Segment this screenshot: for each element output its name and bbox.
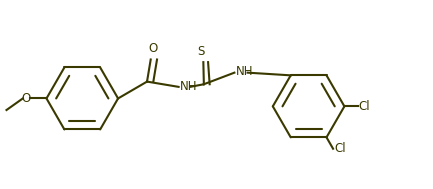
Text: O: O	[149, 42, 158, 55]
Text: S: S	[197, 45, 205, 58]
Text: Cl: Cl	[334, 142, 346, 155]
Text: Cl: Cl	[359, 100, 370, 113]
Text: NH: NH	[180, 80, 197, 93]
Text: O: O	[22, 92, 31, 105]
Text: NH: NH	[236, 65, 253, 78]
